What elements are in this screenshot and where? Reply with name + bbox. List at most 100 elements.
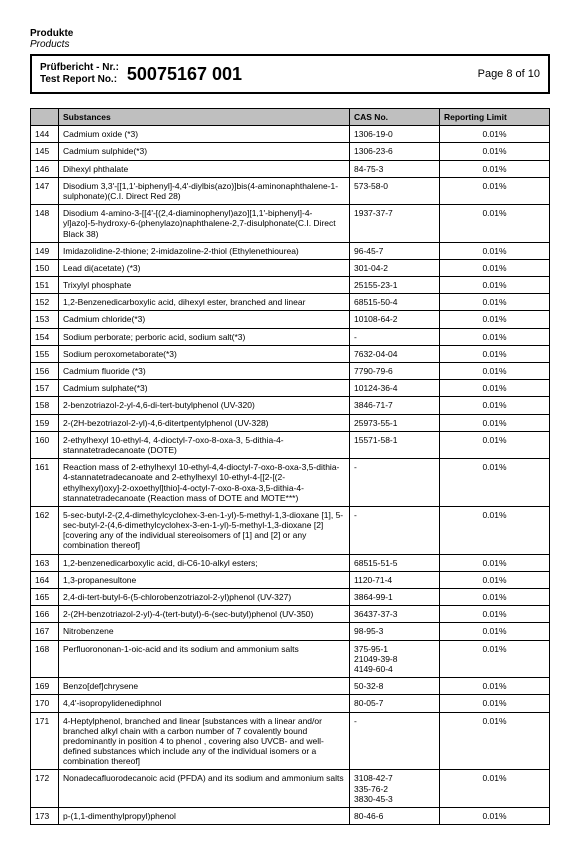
cell-limit: 0.01% — [440, 143, 550, 160]
cell-cas: 573-58-0 — [350, 177, 440, 204]
table-row: 155Sodium peroxometaborate(*3)7632-04-04… — [31, 345, 550, 362]
cell-cas: 1306-19-0 — [350, 126, 440, 143]
table-row: 1714-Heptylphenol, branched and linear [… — [31, 712, 550, 770]
cell-limit: 0.01% — [440, 160, 550, 177]
cell-substance: 2-(2H-benzotriazol-2-yl)-4-(tert-butyl)-… — [59, 606, 350, 623]
cell-limit: 0.01% — [440, 363, 550, 380]
cell-substance: Cadmium oxide (*3) — [59, 126, 350, 143]
cell-cas: 15571-58-1 — [350, 431, 440, 458]
cell-cas: 25155-23-1 — [350, 277, 440, 294]
table-row: 169Benzo[def]chrysene50-32-80.01% — [31, 678, 550, 695]
cell-cas: 7632-04-04 — [350, 345, 440, 362]
cell-cas: 301-04-2 — [350, 259, 440, 276]
cell-idx: 153 — [31, 311, 59, 328]
cell-cas: 3108-42-7 335-76-2 3830-45-3 — [350, 770, 440, 808]
cell-limit: 0.01% — [440, 345, 550, 362]
cell-limit: 0.01% — [440, 678, 550, 695]
table-row: 147Disodium 3,3'-[[1,1'-biphenyl]-4,4'-d… — [31, 177, 550, 204]
substances-table: Substances CAS No. Reporting Limit 144Ca… — [30, 108, 550, 825]
table-row: 144Cadmium oxide (*3)1306-19-00.01% — [31, 126, 550, 143]
cell-cas: 3864-99-1 — [350, 589, 440, 606]
table-row: 1704,4'-isopropylidenediphnol80-05-70.01… — [31, 695, 550, 712]
col-header-substances: Substances — [59, 109, 350, 126]
cell-limit: 0.01% — [440, 397, 550, 414]
cell-substance: p-(1,1-dimenthylpropyl)phenol — [59, 808, 350, 825]
table-row: 1602-ethylhexyl 10-ethyl-4, 4-dioctyl-7-… — [31, 431, 550, 458]
cell-limit: 0.01% — [440, 431, 550, 458]
cell-cas: 84-75-3 — [350, 160, 440, 177]
cell-cas: 68515-51-5 — [350, 554, 440, 571]
table-row: 161Reaction mass of 2-ethylhexyl 10-ethy… — [31, 459, 550, 507]
cell-idx: 164 — [31, 571, 59, 588]
cell-cas: - — [350, 328, 440, 345]
table-header-row: Substances CAS No. Reporting Limit — [31, 109, 550, 126]
cell-substance: Cadmium sulphide(*3) — [59, 143, 350, 160]
cell-limit: 0.01% — [440, 328, 550, 345]
cell-substance: Cadmium chloride(*3) — [59, 311, 350, 328]
col-header-idx — [31, 109, 59, 126]
page-header: Produkte Products — [30, 28, 550, 50]
cell-substance: 2,4-di-tert-butyl-6-(5-chlorobenzotriazo… — [59, 589, 350, 606]
cell-idx: 158 — [31, 397, 59, 414]
cell-limit: 0.01% — [440, 242, 550, 259]
cell-substance: Benzo[def]chrysene — [59, 678, 350, 695]
table-row: 146Dihexyl phthalate84-75-30.01% — [31, 160, 550, 177]
cell-cas: 80-46-6 — [350, 808, 440, 825]
cell-idx: 163 — [31, 554, 59, 571]
report-label-de: Prüfbericht - Nr.: — [40, 62, 119, 74]
cell-idx: 167 — [31, 623, 59, 640]
cell-substance: Cadmium sulphate(*3) — [59, 380, 350, 397]
cell-substance: Cadmium fluoride (*3) — [59, 363, 350, 380]
cell-limit: 0.01% — [440, 177, 550, 204]
cell-substance: 4-Heptylphenol, branched and linear [sub… — [59, 712, 350, 770]
cell-substance: Reaction mass of 2-ethylhexyl 10-ethyl-4… — [59, 459, 350, 507]
cell-limit: 0.01% — [440, 623, 550, 640]
cell-limit: 0.01% — [440, 126, 550, 143]
cell-substance: Sodium perborate; perboric acid, sodium … — [59, 328, 350, 345]
table-row: 173p-(1,1-dimenthylpropyl)phenol80-46-60… — [31, 808, 550, 825]
cell-cas: - — [350, 712, 440, 770]
cell-idx: 150 — [31, 259, 59, 276]
cell-idx: 154 — [31, 328, 59, 345]
cell-idx: 145 — [31, 143, 59, 160]
cell-cas: 1306-23-6 — [350, 143, 440, 160]
table-row: 1582-benzotriazol-2-yl-4,6-di-tert-butyl… — [31, 397, 550, 414]
cell-substance: Trixylyl phosphate — [59, 277, 350, 294]
table-row: 1641,3-propanesultone1120-71-40.01% — [31, 571, 550, 588]
cell-substance: Disodium 4-amino-3-[[4'-[(2,4-diaminophe… — [59, 205, 350, 243]
cell-substance: Dihexyl phthalate — [59, 160, 350, 177]
cell-cas: 50-32-8 — [350, 678, 440, 695]
cell-substance: 5-sec-butyl-2-(2,4-dimethylcyclohex-3-en… — [59, 506, 350, 554]
cell-idx: 155 — [31, 345, 59, 362]
table-row: 1625-sec-butyl-2-(2,4-dimethylcyclohex-3… — [31, 506, 550, 554]
cell-idx: 173 — [31, 808, 59, 825]
cell-substance: Sodium peroxometaborate(*3) — [59, 345, 350, 362]
cell-substance: 1,2-Benzenedicarboxylic acid, dihexyl es… — [59, 294, 350, 311]
cell-limit: 0.01% — [440, 589, 550, 606]
cell-limit: 0.01% — [440, 259, 550, 276]
cell-idx: 147 — [31, 177, 59, 204]
cell-substance: 2-ethylhexyl 10-ethyl-4, 4-dioctyl-7-oxo… — [59, 431, 350, 458]
cell-cas: 25973-55-1 — [350, 414, 440, 431]
cell-limit: 0.01% — [440, 311, 550, 328]
cell-substance: Nonadecafluorodecanoic acid (PFDA) and i… — [59, 770, 350, 808]
cell-limit: 0.01% — [440, 414, 550, 431]
col-header-cas: CAS No. — [350, 109, 440, 126]
table-row: 1631,2-benzenedicarboxylic acid, di-C6-1… — [31, 554, 550, 571]
cell-limit: 0.01% — [440, 695, 550, 712]
cell-limit: 0.01% — [440, 205, 550, 243]
cell-cas: 68515-50-4 — [350, 294, 440, 311]
cell-cas: 98-95-3 — [350, 623, 440, 640]
cell-limit: 0.01% — [440, 770, 550, 808]
cell-cas: - — [350, 506, 440, 554]
table-row: 1652,4-di-tert-butyl-6-(5-chlorobenzotri… — [31, 589, 550, 606]
cell-limit: 0.01% — [440, 380, 550, 397]
cell-idx: 162 — [31, 506, 59, 554]
cell-cas: 1937-37-7 — [350, 205, 440, 243]
cell-limit: 0.01% — [440, 808, 550, 825]
table-row: 1592-(2H-bezotriazol-2-yl)-4,6-ditertpen… — [31, 414, 550, 431]
table-row: 1521,2-Benzenedicarboxylic acid, dihexyl… — [31, 294, 550, 311]
cell-cas: 7790-79-6 — [350, 363, 440, 380]
cell-cas: 10108-64-2 — [350, 311, 440, 328]
cell-cas: 375-95-1 21049-39-8 4149-60-4 — [350, 640, 440, 678]
